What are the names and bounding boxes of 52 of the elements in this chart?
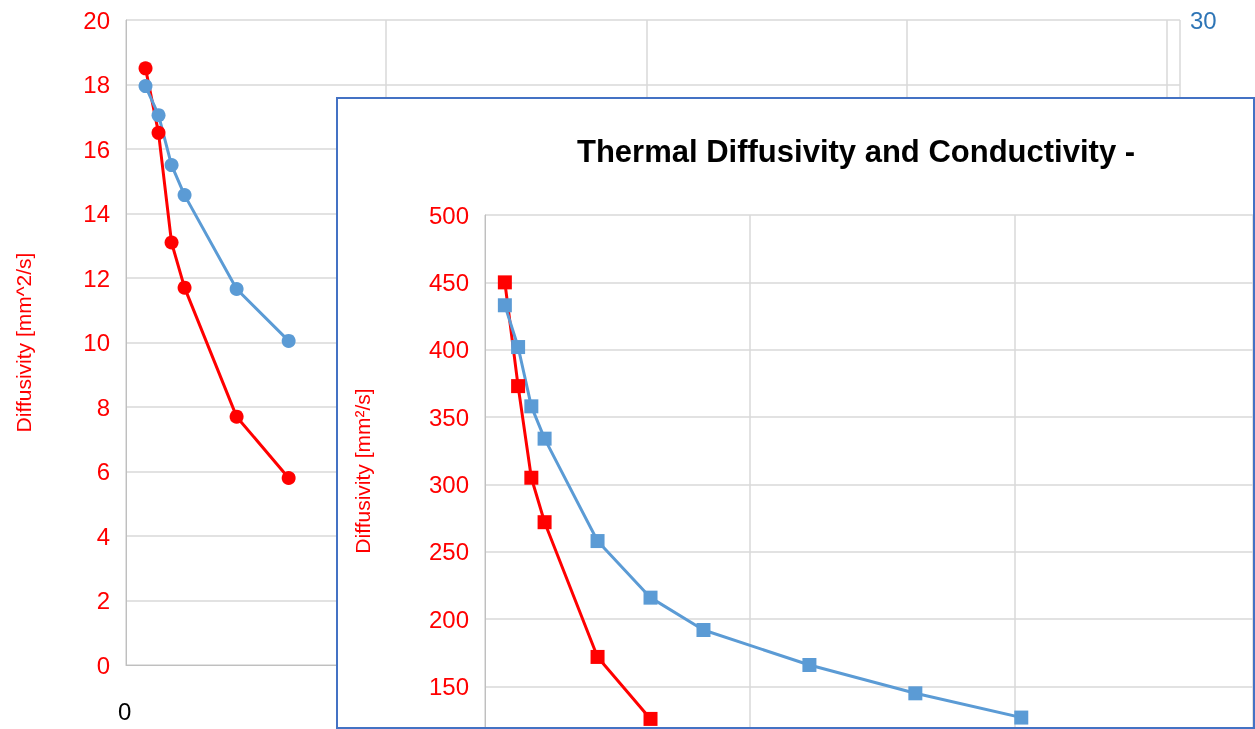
y-tick-label: 250 (428, 538, 469, 566)
y-tick-label: 12 (83, 264, 110, 292)
y-tick-label: 20 (83, 6, 110, 34)
y-tick-label: 14 (83, 200, 110, 227)
point (524, 470, 539, 485)
point (164, 158, 179, 173)
y-tick-label: 300 (428, 470, 469, 498)
point (229, 281, 244, 296)
point (138, 61, 153, 76)
y-tick-label: 450 (428, 268, 469, 296)
y-axis-title: Diffusivity [mm²/s] (351, 388, 374, 554)
point (151, 125, 166, 140)
y-tick-label: 18 (83, 71, 110, 98)
point (177, 188, 192, 203)
y-tick-label: 6 (96, 458, 110, 485)
point (643, 590, 658, 605)
point (643, 711, 658, 726)
y-tick-label: 150 (428, 673, 469, 701)
point (590, 649, 605, 664)
y-tick-label: 500 (428, 201, 469, 229)
point (177, 280, 192, 295)
point (164, 235, 179, 250)
point (151, 108, 166, 123)
y-tick-label: 2 (96, 587, 110, 614)
y-tick-label: 200 (428, 605, 469, 633)
y-axis-title: Diffusivity [mm^2/s] (12, 252, 35, 433)
point (537, 431, 552, 446)
point (537, 515, 552, 530)
y-tick-label: 350 (428, 403, 469, 431)
point (281, 333, 296, 348)
y-tick-label: 400 (428, 336, 469, 364)
point (908, 686, 923, 701)
point (497, 298, 512, 313)
y-tick-label: 0 (96, 651, 110, 679)
point (1014, 710, 1029, 725)
text: 30 (1190, 6, 1217, 34)
point (497, 275, 512, 290)
point (802, 658, 817, 673)
point (511, 379, 526, 394)
y-tick-label: 10 (83, 329, 110, 356)
text: 0 (118, 697, 132, 725)
point (281, 470, 296, 485)
point (138, 79, 153, 94)
point (696, 622, 711, 637)
y-tick-label: 8 (96, 393, 110, 421)
point (511, 340, 526, 355)
point (524, 399, 539, 414)
y-tick-label: 16 (83, 135, 110, 163)
y-tick-label: 4 (96, 522, 110, 550)
point (590, 534, 605, 549)
point (229, 409, 244, 424)
chart-title: Thermal Diffusivity and Conductivity - (577, 134, 1136, 169)
